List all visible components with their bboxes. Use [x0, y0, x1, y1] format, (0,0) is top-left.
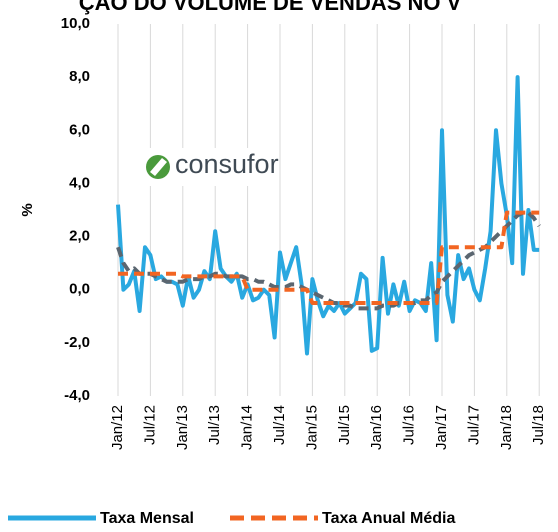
x-tick-label: Jul/16 — [401, 405, 418, 445]
series-line — [116, 210, 541, 311]
logo: consufor — [138, 148, 279, 186]
x-tick-label: Jul/18 — [530, 405, 547, 445]
legend-label: Taxa Anual Média — [322, 510, 455, 527]
y-tick-label: 2,0 — [69, 228, 90, 245]
x-tick-label: Jan/13 — [174, 405, 191, 450]
x-tick-label: Jul/15 — [336, 405, 353, 445]
x-tick-label: Jul/17 — [465, 405, 482, 445]
y-tick-label: 4,0 — [69, 174, 90, 191]
x-tick-label: Jan/14 — [239, 405, 256, 450]
x-tick-label: Jan/15 — [303, 405, 320, 450]
x-tick-label: Jan/17 — [433, 405, 450, 450]
y-tick-label: 10,0 — [61, 15, 90, 32]
y-tick-label: -2,0 — [64, 334, 90, 351]
x-tick-label: Jan/18 — [498, 405, 515, 450]
legend-label: Taxa Mensal — [100, 510, 194, 527]
series-line — [118, 210, 540, 305]
logo-icon-cut — [150, 158, 167, 176]
series-line — [116, 75, 540, 356]
logo-text: consufor — [175, 149, 279, 179]
y-tick-label: 8,0 — [69, 68, 90, 85]
y-tick-label: 6,0 — [69, 121, 90, 138]
x-tick-label: Jul/13 — [206, 405, 223, 445]
x-tick-label: Jan/16 — [368, 405, 385, 450]
y-tick-label: 0,0 — [69, 281, 90, 298]
x-tick-label: Jul/12 — [141, 405, 158, 445]
y-tick-label: -4,0 — [64, 387, 90, 404]
chart-title: ÇÃO DO VOLUME DE VENDAS NO V — [79, 0, 462, 15]
y-axis-label: % — [19, 203, 36, 216]
x-tick-label: Jul/14 — [271, 405, 288, 445]
x-tick-label: Jan/12 — [109, 405, 126, 450]
